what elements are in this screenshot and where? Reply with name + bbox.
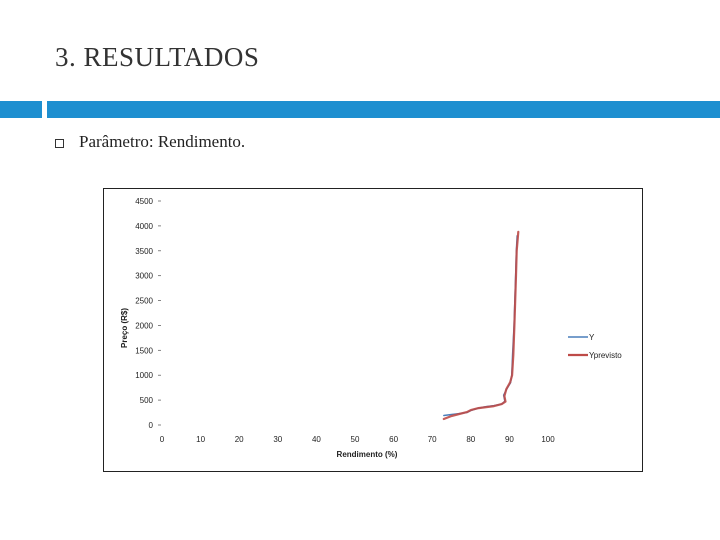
- y-tick-label: 2000: [135, 321, 153, 330]
- bullet-square-icon: [55, 139, 64, 148]
- y-tick-label: 0: [149, 421, 154, 430]
- accent-bar-left: [0, 101, 42, 118]
- y-tick-label: 500: [140, 396, 154, 405]
- x-tick-label: 0: [160, 435, 165, 444]
- x-tick-label: 40: [312, 435, 321, 444]
- y-tick-label: 4500: [135, 197, 153, 206]
- chart-frame: 0 500 1000 1500 2000 2500 3000 3500 4000 4500 0 10 2…: [103, 188, 643, 472]
- y-tick-label: 1500: [135, 346, 153, 355]
- x-tick-label: 20: [235, 435, 244, 444]
- x-tick-label: 50: [351, 435, 360, 444]
- x-tick-label: 70: [428, 435, 437, 444]
- bullet-text: Parâmetro: Rendimento.: [79, 132, 246, 151]
- slide-title: 3. RESULTADOS: [55, 42, 260, 72]
- x-axis-title: Rendimento (%): [337, 450, 398, 459]
- y-tick-label: 4000: [135, 222, 153, 231]
- series-line-yprevisto: [442, 230, 520, 421]
- accent-bar: [47, 101, 720, 118]
- y-tick-label: 2500: [135, 297, 153, 306]
- y-tick-label: 3500: [135, 247, 153, 256]
- y-axis-title: Preço (R$): [120, 308, 129, 348]
- x-tick-label: 60: [389, 435, 398, 444]
- legend-label-y: Y: [589, 333, 595, 342]
- x-tick-label: 10: [196, 435, 205, 444]
- x-tick-label: 80: [466, 435, 475, 444]
- legend-label-yprevisto: Yprevisto: [589, 351, 622, 360]
- x-tick-label: 100: [541, 435, 555, 444]
- y-tick-label: 3000: [135, 272, 153, 281]
- y-tick-label: 1000: [135, 371, 153, 380]
- line-chart: 0 500 1000 1500 2000 2500 3000 3500 4000 4500 0 10 2…: [120, 197, 622, 459]
- x-tick-label: 30: [273, 435, 282, 444]
- x-tick-label: 90: [505, 435, 514, 444]
